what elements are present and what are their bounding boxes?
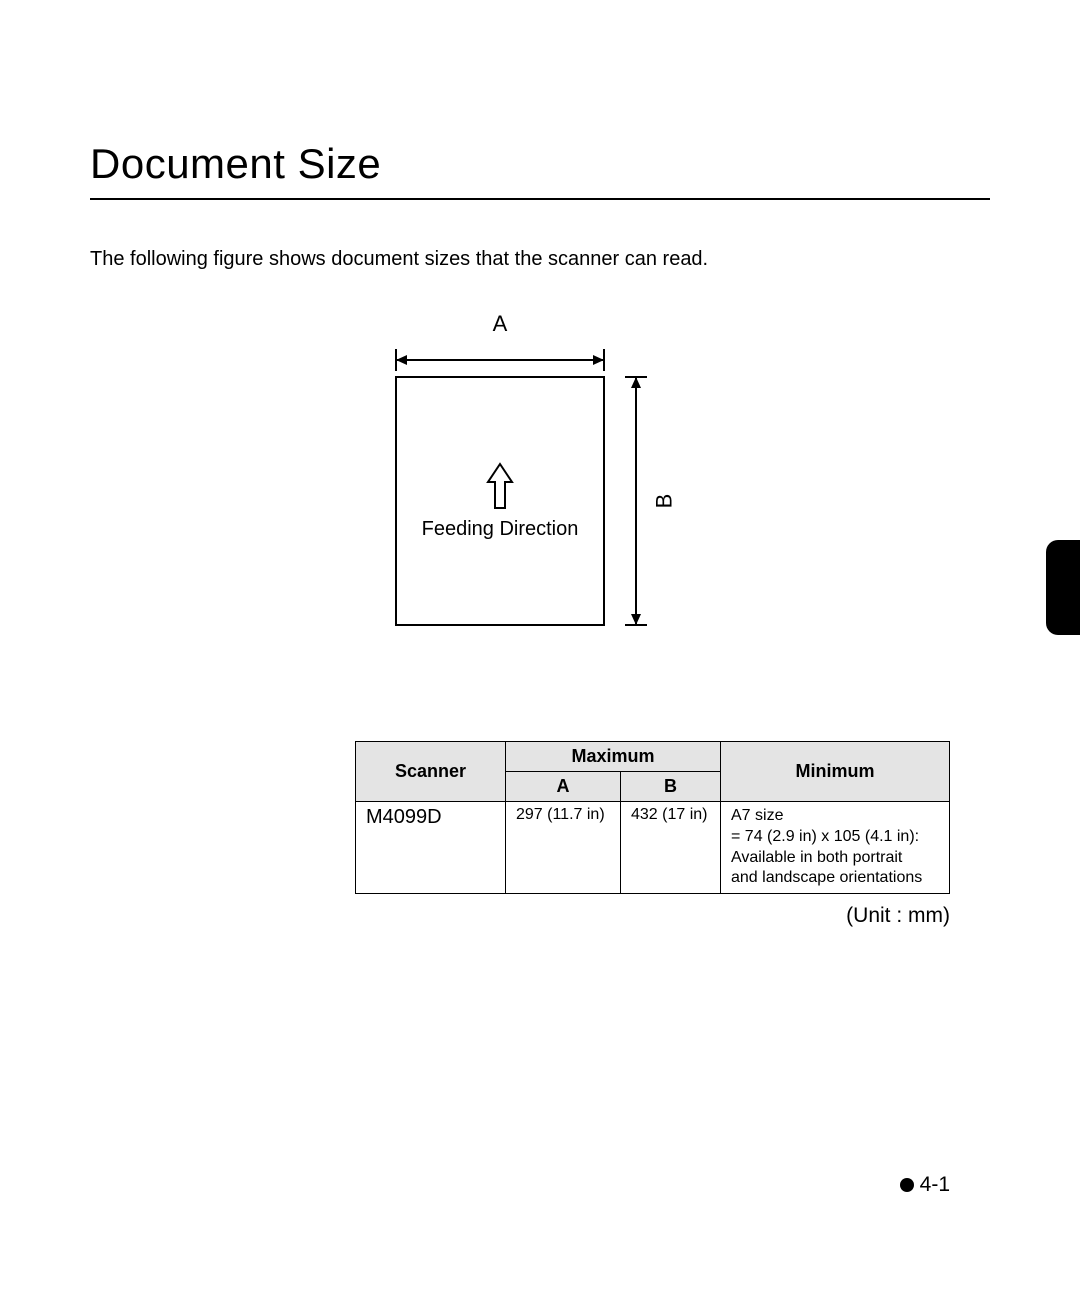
title-block: Document Size [0, 0, 1080, 200]
table-header-row-1: Scanner Maximum Minimum [356, 742, 950, 772]
cell-max-a: 297 (11.7 in) [506, 802, 621, 894]
page-title: Document Size [90, 140, 990, 188]
page-root: Document Size The following figure shows… [0, 0, 1080, 1297]
table-row: M4099D 297 (11.7 in) 432 (17 in) A7 size… [356, 802, 950, 894]
section-tab [1046, 540, 1080, 635]
feed-direction-arrow-icon [485, 462, 515, 510]
dimension-a-label: A [395, 311, 605, 337]
feed-direction-label: Feeding Direction [422, 518, 579, 541]
col-header-max-b: B [621, 772, 721, 802]
bullet-icon [900, 1178, 914, 1192]
col-header-scanner: Scanner [356, 742, 506, 802]
dimension-b-arrows [625, 376, 647, 626]
document-rectangle: Feeding Direction [395, 376, 605, 626]
col-header-maximum: Maximum [506, 742, 721, 772]
page-footer: 4-1 [900, 1173, 950, 1197]
col-header-max-a: A [506, 772, 621, 802]
spec-table-wrap: Scanner Maximum Minimum A B M4099D 297 (… [0, 741, 1080, 894]
size-diagram: A Feeding Direction [395, 321, 685, 651]
unit-note: (Unit : mm) [0, 904, 1080, 928]
dimension-b-label: B [653, 376, 675, 626]
dimension-a-arrows [395, 349, 605, 371]
page-number: 4-1 [920, 1173, 950, 1197]
cell-minimum: A7 size= 74 (2.9 in) x 105 (4.1 in):Avai… [721, 802, 950, 894]
col-header-minimum: Minimum [721, 742, 950, 802]
cell-scanner: M4099D [356, 802, 506, 894]
spec-table: Scanner Maximum Minimum A B M4099D 297 (… [355, 741, 950, 894]
cell-max-b: 432 (17 in) [621, 802, 721, 894]
intro-text: The following figure shows document size… [0, 200, 1080, 271]
